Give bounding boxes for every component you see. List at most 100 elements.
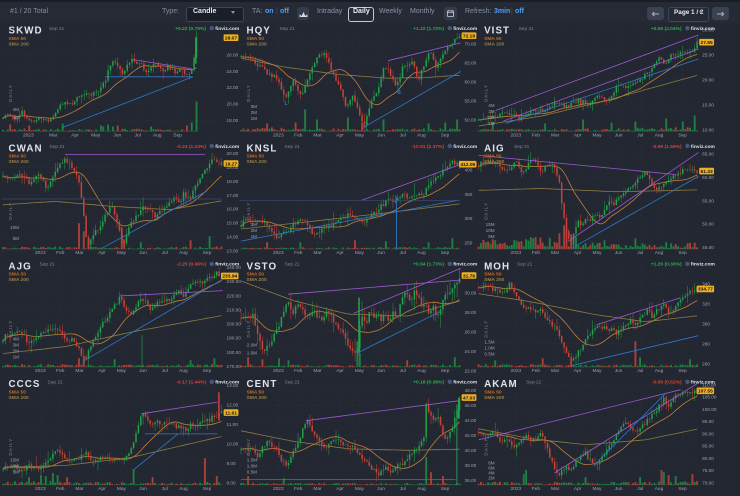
svg-text:60.00: 60.00 [702,175,714,180]
svg-text:finviz.com: finviz.com [691,380,716,386]
svg-text:Mar: Mar [313,368,322,374]
svg-text:SMA 200: SMA 200 [484,277,504,283]
svg-text:SMA 50: SMA 50 [484,154,502,160]
svg-text:8M: 8M [488,461,495,466]
svg-text:Mar: Mar [551,486,560,492]
svg-text:KNSL: KNSL [247,143,278,154]
svg-text:1.0M: 1.0M [484,346,494,351]
svg-text:3M: 3M [488,109,495,114]
svg-text:70.00: 70.00 [702,480,714,485]
svg-text:Feb: Feb [56,368,65,374]
svg-text:233.94: 233.94 [222,274,237,280]
svg-text:350: 350 [465,192,473,197]
svg-text:2M: 2M [488,115,495,120]
svg-text:Jun: Jun [615,486,623,492]
svg-text:1.0M: 1.0M [247,351,257,356]
svg-text:Feb: Feb [532,486,541,492]
svg-text:May: May [117,250,127,256]
svg-text:1.5M: 1.5M [247,458,257,463]
svg-text:Feb: Feb [56,250,65,256]
svg-text:2023: 2023 [511,132,522,138]
svg-text:DAILY: DAILY [8,438,13,456]
svg-text:240.00: 240.00 [227,265,242,270]
svg-text:65.00: 65.00 [702,152,714,157]
svg-text:finviz.com: finviz.com [691,144,716,150]
svg-text:Jul: Jul [637,368,643,374]
svg-text:Sep: Sep [441,250,450,256]
svg-text:SMA 200: SMA 200 [9,277,29,283]
svg-text:90.00: 90.00 [702,431,714,436]
svg-text:DAILY: DAILY [484,202,489,220]
svg-text:finviz.com: finviz.com [215,26,240,32]
svg-text:H: H [363,125,367,131]
svg-text:Aug: Aug [655,368,664,374]
svg-text:SMA 200: SMA 200 [9,41,29,47]
svg-text:14.00: 14.00 [227,235,239,240]
svg-text:13.00: 13.00 [227,383,239,388]
svg-text:Aug: Aug [417,250,426,256]
svg-text:SMA 200: SMA 200 [247,159,267,165]
svg-text:Mar: Mar [551,250,560,256]
svg-text:L: L [284,101,287,107]
svg-text:Jun: Jun [139,250,147,256]
svg-text:SMA 50: SMA 50 [247,389,265,395]
svg-text:2023: 2023 [35,368,46,374]
svg-text:2M: 2M [13,115,20,120]
svg-text:-0.56 (0.52%): -0.56 (0.52%) [652,380,682,386]
svg-text:SMA 50: SMA 50 [9,154,27,160]
svg-text:Jul: Jul [637,132,643,138]
svg-text:Apr: Apr [574,132,582,138]
svg-text:300: 300 [465,216,473,221]
svg-text:Feb: Feb [294,486,303,492]
svg-text:finviz.com: finviz.com [691,26,716,32]
svg-text:2023: 2023 [273,486,284,492]
svg-text:2.0M: 2.0M [247,343,257,348]
svg-text:Jul: Jul [637,486,643,492]
svg-text:38.00: 38.00 [465,463,477,468]
svg-text:May: May [355,368,365,374]
svg-text:4M: 4M [488,103,495,108]
svg-text:260: 260 [702,361,710,366]
svg-text:40.00: 40.00 [465,448,477,453]
svg-text:Sep: Sep [203,368,212,374]
svg-text:280: 280 [702,341,710,346]
svg-text:50.00: 50.00 [702,222,714,227]
svg-text:finviz.com: finviz.com [453,262,478,268]
svg-text:DAILY: DAILY [8,202,13,220]
svg-text:finviz.com: finviz.com [215,144,240,150]
svg-text:100.00: 100.00 [702,407,717,412]
svg-text:MOH: MOH [484,261,510,272]
svg-text:4M: 4M [13,107,20,112]
svg-text:22.00: 22.00 [465,368,477,373]
svg-text:1M: 1M [251,116,258,121]
svg-text:340: 340 [702,281,710,286]
svg-text:Apr: Apr [336,368,344,374]
svg-text:12.00: 12.00 [227,403,239,408]
svg-text:Sep 21: Sep 21 [285,144,301,150]
svg-text:210.00: 210.00 [227,307,242,312]
svg-text:Feb: Feb [294,132,303,138]
svg-text:SMA 50: SMA 50 [484,389,502,395]
svg-text:May: May [355,486,365,492]
svg-text:15.00: 15.00 [227,221,239,226]
svg-text:Jun: Jun [139,486,147,492]
svg-text:Sep 21: Sep 21 [49,26,65,32]
svg-text:Apr: Apr [574,486,582,492]
svg-text:36.00: 36.00 [465,478,477,483]
svg-text:250: 250 [465,240,473,245]
svg-text:Apr: Apr [336,486,344,492]
svg-text:72.19: 72.19 [463,34,476,40]
svg-text:180.00: 180.00 [227,350,242,355]
svg-text:Aug: Aug [179,250,188,256]
svg-text:HQY: HQY [247,26,271,37]
svg-text:Jul: Jul [400,368,406,374]
svg-text:Aug: Aug [655,132,664,138]
svg-text:Apr: Apr [574,250,582,256]
svg-text:2023: 2023 [511,486,522,492]
svg-text:10.00: 10.00 [227,442,239,447]
svg-text:220.00: 220.00 [227,293,242,298]
svg-text:AIG: AIG [484,143,505,154]
svg-text:finviz.com: finviz.com [215,380,240,386]
svg-text:Jul: Jul [400,132,406,138]
svg-text:Sep: Sep [441,368,450,374]
